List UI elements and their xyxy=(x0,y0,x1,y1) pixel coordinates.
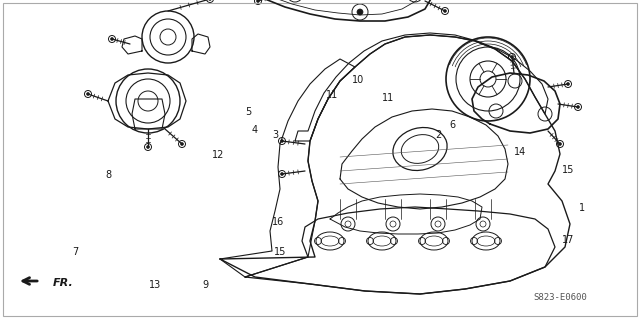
Text: 1: 1 xyxy=(579,203,585,213)
Text: 14: 14 xyxy=(514,147,526,157)
Text: 17: 17 xyxy=(562,235,574,245)
Circle shape xyxy=(444,10,447,12)
Circle shape xyxy=(86,93,90,95)
Text: 6: 6 xyxy=(449,120,455,130)
Circle shape xyxy=(280,173,284,175)
Text: 11: 11 xyxy=(326,90,338,100)
Circle shape xyxy=(357,9,363,15)
Text: 5: 5 xyxy=(245,107,251,117)
Text: 15: 15 xyxy=(274,247,286,257)
Text: 2: 2 xyxy=(435,130,441,140)
Circle shape xyxy=(566,83,570,85)
Text: 12: 12 xyxy=(212,150,224,160)
Text: 3: 3 xyxy=(272,130,278,140)
Text: 9: 9 xyxy=(202,280,208,290)
Text: 13: 13 xyxy=(149,280,161,290)
Text: 10: 10 xyxy=(352,75,364,85)
Circle shape xyxy=(111,38,113,41)
Text: 8: 8 xyxy=(105,170,111,180)
Text: 4: 4 xyxy=(252,125,258,135)
Text: FR.: FR. xyxy=(53,278,74,288)
Text: 11: 11 xyxy=(382,93,394,103)
Circle shape xyxy=(559,143,561,145)
Text: 16: 16 xyxy=(272,217,284,227)
Text: 15: 15 xyxy=(562,165,574,175)
Circle shape xyxy=(180,143,184,145)
Circle shape xyxy=(577,106,579,108)
Text: S823-E0600: S823-E0600 xyxy=(533,293,587,301)
Circle shape xyxy=(280,140,284,142)
Text: 7: 7 xyxy=(72,247,78,257)
Circle shape xyxy=(511,56,513,58)
Circle shape xyxy=(257,0,259,3)
Circle shape xyxy=(147,145,149,148)
